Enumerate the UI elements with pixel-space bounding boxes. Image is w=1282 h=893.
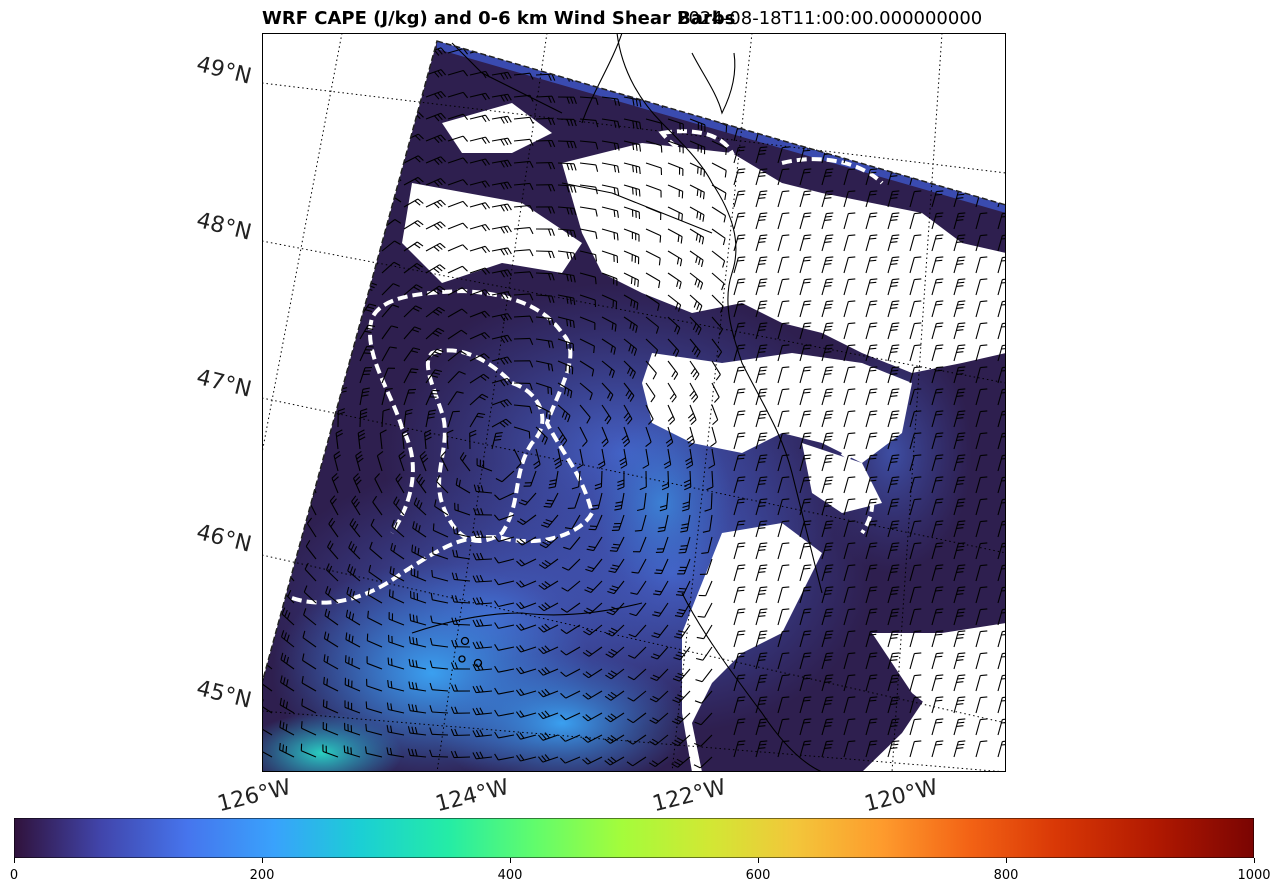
lat-label-49: 49°N <box>193 52 254 90</box>
colorbar-tick-label: 1000 <box>1237 868 1271 883</box>
colorbar-tick-label: 200 <box>249 868 275 883</box>
colorbar-tick-label: 0 <box>9 868 19 883</box>
colorbar-tick-label: 400 <box>497 868 523 883</box>
lon-label-126: 126°W <box>215 774 294 818</box>
colorbar-tick-label: 600 <box>745 868 771 883</box>
lon-label-124: 124°W <box>433 774 512 818</box>
lon-label-120: 120°W <box>862 774 941 818</box>
coastlines <box>411 33 823 772</box>
lat-label-47: 47°N <box>193 365 254 403</box>
plot-timestamp: 2024-08-18T11:00:00.000000000 <box>677 8 983 29</box>
plot-title: WRF CAPE (J/kg) and 0-6 km Wind Shear Ba… <box>262 8 736 29</box>
colorbar-tickmark <box>758 858 759 863</box>
colorbar-tickmark <box>510 858 511 863</box>
cape-map <box>262 33 1006 772</box>
colorbar-tickmark <box>1006 858 1007 863</box>
lat-label-45: 45°N <box>193 676 254 714</box>
colorbar-gradient <box>14 818 1254 858</box>
colorbar-tickmark <box>14 858 15 863</box>
lat-label-48: 48°N <box>193 208 254 246</box>
lat-label-46: 46°N <box>193 520 254 558</box>
colorbar <box>14 818 1254 858</box>
colorbar-tick-label: 800 <box>993 868 1019 883</box>
cape-contour <box>291 129 884 605</box>
colorbar-tickmark <box>262 858 263 863</box>
map-panel <box>262 33 1006 772</box>
colorbar-tickmark <box>1254 858 1255 863</box>
lon-label-122: 122°W <box>650 774 729 818</box>
axes-frame <box>262 33 1006 772</box>
